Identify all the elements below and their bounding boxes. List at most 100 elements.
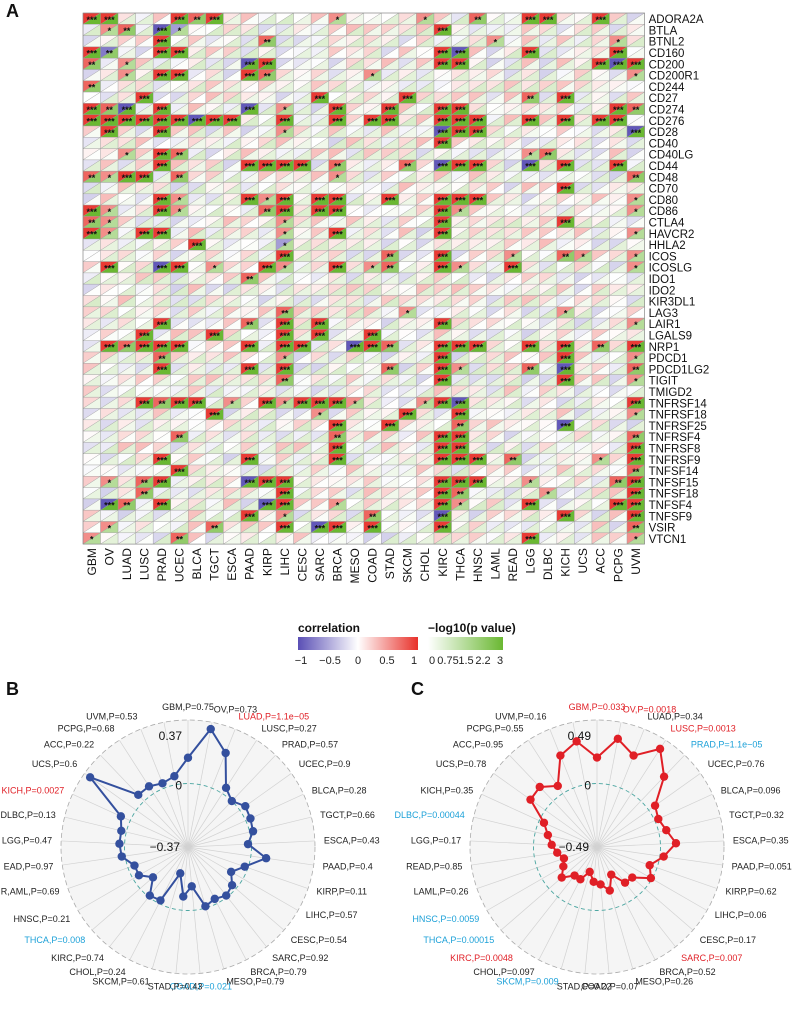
heatmap-star-label: ***: [280, 501, 291, 511]
heatmap-star-label: ***: [613, 105, 624, 115]
radar-category-label: KIRP,P=0.11: [317, 886, 367, 896]
heatmap-star-label: *: [108, 173, 112, 183]
heatmap-star-label: ***: [438, 523, 449, 533]
heatmap-star-label: ***: [157, 162, 168, 172]
radar-point: [543, 830, 553, 840]
heatmap-star-label: ***: [209, 331, 220, 341]
heatmap-column-label: PAAD: [243, 548, 257, 580]
heatmap-star-label: *: [108, 207, 112, 217]
heatmap-star-label: *: [108, 218, 112, 228]
radar-point: [559, 854, 569, 863]
heatmap-row-label: CD44: [649, 161, 679, 173]
radar-category-label: MESO,P=0.26: [635, 976, 693, 986]
heatmap-star-label: ***: [104, 15, 115, 25]
heatmap-star-label: ***: [174, 399, 185, 409]
heatmap-star-label: ***: [262, 478, 273, 488]
heatmap-star-label: **: [387, 343, 395, 353]
heatmap-star-label: ***: [438, 252, 449, 262]
heatmap-star-label: ***: [262, 263, 273, 273]
heatmap-star-label: *: [634, 410, 638, 420]
heatmap-star-label: ***: [438, 26, 449, 36]
heatmap-star-label: ***: [367, 523, 378, 533]
radar-category-label: STAD,P=0.43: [148, 981, 203, 991]
radar-category-label: BLCA,P=0.096: [721, 786, 781, 796]
heatmap-star-label: ***: [613, 117, 624, 127]
radar-category-label: BRCA,P=0.79: [250, 967, 306, 977]
heatmap-star-label: ***: [631, 489, 642, 499]
heatmap-star-label: **: [246, 275, 254, 285]
radar-category-label: LUSC,P=0.0013: [671, 724, 736, 734]
radar-point: [655, 744, 665, 754]
heatmap-star-label: ***: [350, 343, 361, 353]
heatmap-row-label: CD276: [649, 116, 685, 128]
heatmap-star-label: ***: [104, 343, 115, 353]
heatmap-star-label: ***: [244, 71, 255, 81]
heatmap-star-label: ***: [87, 230, 98, 240]
radar-category-label: LUAD,P=1.1e−05: [239, 712, 310, 722]
heatmap-star-label: ***: [473, 117, 484, 127]
heatmap-star-label: *: [90, 535, 94, 545]
heatmap-star-label: ***: [157, 456, 168, 466]
heatmap-star-label: ***: [157, 343, 168, 353]
heatmap-star-label: ***: [262, 501, 273, 511]
radar-category-label: TGCT,P=0.66: [320, 810, 375, 820]
radar-ring-label: 0.37: [159, 729, 183, 743]
heatmap-column-label: HNSC: [471, 548, 485, 582]
heatmap-row-label: TNFSF15: [649, 477, 699, 489]
heatmap-star-label: ***: [315, 207, 326, 217]
radar-point: [547, 840, 556, 850]
radar-point: [221, 891, 231, 900]
heatmap-star-label: ***: [438, 162, 449, 172]
heatmap-star-label: ***: [560, 376, 571, 386]
heatmap-star-label: ***: [560, 162, 571, 172]
heatmap-star-label: ***: [315, 523, 326, 533]
heatmap-star-label: ***: [438, 60, 449, 70]
heatmap-star-label: ***: [157, 71, 168, 81]
radar-point: [628, 873, 637, 882]
heatmap-star-label: *: [125, 60, 129, 70]
radar-category-label: ACC,P=0.22: [44, 740, 94, 750]
heatmap-star-label: *: [546, 489, 550, 499]
heatmap-star-label: ***: [525, 162, 536, 172]
heatmap-star-label: ***: [262, 60, 273, 70]
heatmap-star-label: *: [529, 478, 533, 488]
heatmap-row-label: ICOSLG: [649, 263, 693, 275]
heatmap-star-label: ***: [613, 162, 624, 172]
heatmap-star-label: ***: [367, 117, 378, 127]
heatmap-row-label: NRP1: [649, 342, 680, 354]
heatmap-star-label: ***: [473, 343, 484, 353]
heatmap-star-label: **: [264, 37, 272, 47]
radar-category-label: THCA,P=0.008: [24, 935, 85, 945]
radar-category-label: GBM,P=0.033: [569, 702, 626, 712]
heatmap-star-label: ***: [244, 196, 255, 206]
heatmap-star-label: ***: [139, 173, 150, 183]
heatmap-star-label: **: [194, 15, 202, 25]
heatmap-star-label: *: [459, 501, 463, 511]
heatmap-star-label: ***: [315, 331, 326, 341]
heatmap-star-label: ***: [209, 410, 220, 420]
heatmap-star-label: ***: [157, 320, 168, 330]
radar-category-label: CESC,P=0.17: [700, 935, 756, 945]
heatmap-star-label: ***: [174, 71, 185, 81]
heatmap-star-label: ***: [280, 331, 291, 341]
heatmap-star-label: ***: [560, 512, 571, 522]
radar-point: [117, 826, 126, 836]
radar-point: [241, 801, 250, 811]
heatmap-star-label: **: [281, 376, 289, 386]
radar-point: [605, 886, 614, 895]
heatmap-star-label: **: [176, 150, 184, 160]
radar-category-label: PRAD,P=0.57: [282, 740, 338, 750]
heatmap-star-label: *: [283, 218, 287, 228]
heatmap-star-label: *: [634, 376, 638, 386]
heatmap-row-label: BTNL2: [649, 37, 685, 49]
radar-point: [592, 753, 602, 762]
heatmap-star-label: ***: [104, 501, 115, 511]
radar-category-label: PCPG,P=0.55: [467, 724, 524, 734]
heatmap-row-label: LAG3: [649, 308, 678, 320]
heatmap-star-label: *: [108, 230, 112, 240]
heatmap-star-label: ***: [280, 117, 291, 127]
heatmap-star-label: ***: [473, 162, 484, 172]
heatmap-star-label: ***: [438, 444, 449, 454]
heatmap-column-label: UCS: [576, 548, 590, 573]
